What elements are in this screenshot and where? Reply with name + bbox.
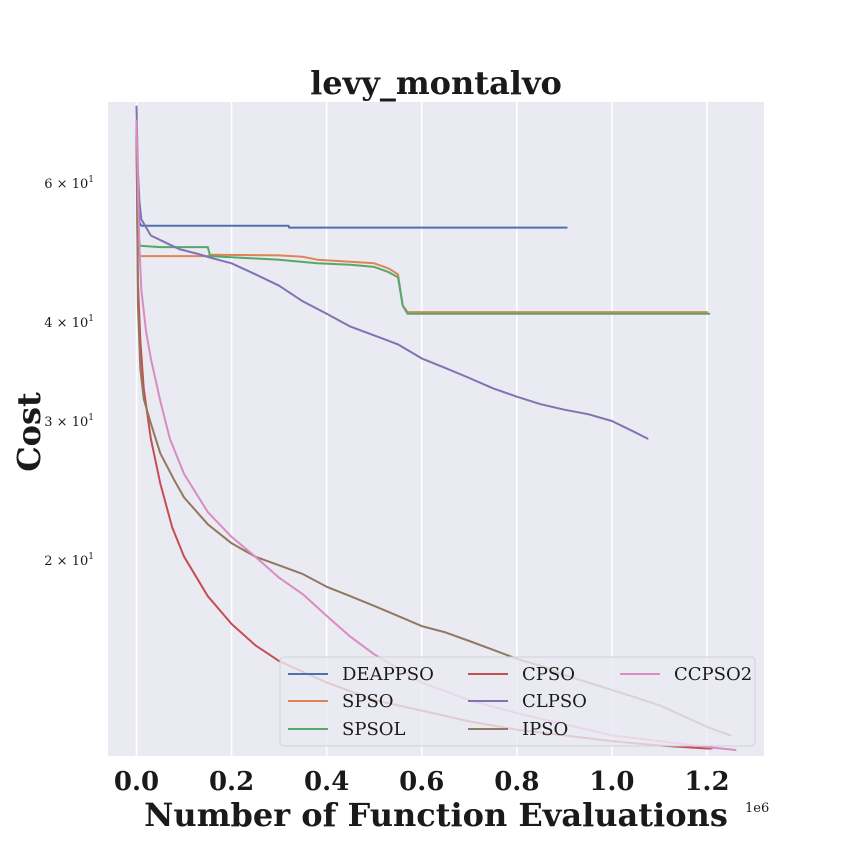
- x-tick-label: 1.2: [684, 767, 729, 797]
- legend-label-ccpso2: CCPSO2: [674, 664, 752, 685]
- legend-label-deappso: DEAPPSO: [342, 664, 434, 685]
- x-tick-label: 0.2: [209, 767, 254, 797]
- legend-label-clpso: CLPSO: [522, 691, 587, 712]
- legend: DEAPPSO SPSO SPSOL CPSO CLPSO IPSO CCPSO2: [279, 656, 756, 747]
- y-tick-label: 4 × 101: [44, 314, 94, 331]
- y-tick-label: 6 × 101: [44, 175, 94, 192]
- x-tick-label: 0.8: [494, 767, 539, 797]
- y-tick-labels: 2 × 101 3 × 101 4 × 101 6 × 101: [44, 175, 94, 569]
- series-line-spsol: [135, 119, 711, 315]
- x-tick-labels: 0.0 0.2 0.4 0.6 0.8 1.0 1.2: [114, 767, 730, 797]
- x-tick-label: 1.0: [589, 767, 634, 797]
- x-axis-label: Number of Function Evaluations: [144, 796, 728, 834]
- legend-label-spso: SPSO: [342, 691, 394, 712]
- x-tick-label: 0.6: [399, 767, 444, 797]
- series-line-clpso: [135, 105, 649, 440]
- legend-box: [279, 656, 756, 747]
- plot-area: [108, 102, 764, 756]
- y-axis-label: Cost: [10, 392, 48, 472]
- series-line-spso: [135, 129, 708, 314]
- y-tick-label: 2 × 101: [44, 552, 94, 569]
- y-tick-label: 3 × 101: [44, 413, 94, 430]
- legend-label-spsol: SPSOL: [342, 719, 406, 740]
- x-tick-label: 0.0: [114, 767, 159, 797]
- chart-title: levy_montalvo: [310, 64, 562, 102]
- x-offset-text: 1e6: [745, 801, 769, 816]
- legend-label-ipso: IPSO: [522, 719, 568, 740]
- legend-label-cpso: CPSO: [522, 664, 575, 685]
- x-tick-label: 0.4: [304, 767, 349, 797]
